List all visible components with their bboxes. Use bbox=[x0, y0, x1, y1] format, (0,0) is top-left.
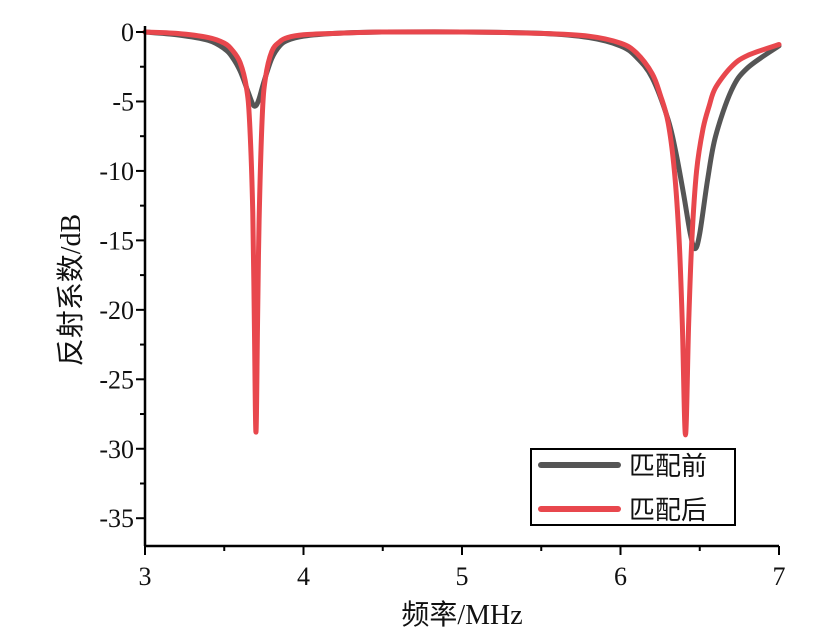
series-line-after bbox=[142, 29, 782, 438]
legend-box bbox=[530, 448, 736, 526]
y-tick-label: -25 bbox=[99, 365, 134, 394]
x-tick-label: 3 bbox=[139, 562, 152, 591]
y-axis-label: 反射系数/dB bbox=[55, 214, 87, 366]
y-tick-label: 0 bbox=[121, 18, 134, 47]
y-tick-label: -10 bbox=[99, 157, 134, 186]
y-tick-label: -20 bbox=[99, 296, 134, 325]
x-tick-label: 4 bbox=[297, 562, 310, 591]
y-tick-label: -15 bbox=[99, 226, 134, 255]
x-axis-label: 频率/MHz bbox=[401, 599, 522, 631]
axis-layer: 3 4 5 6 7 0 -5 -10 -15 -20 -25 -30 -35 bbox=[99, 18, 785, 591]
y-tick-label: -5 bbox=[112, 87, 134, 116]
plot-layer bbox=[142, 29, 782, 438]
y-tick-label: -35 bbox=[99, 504, 134, 533]
x-tick-label: 6 bbox=[614, 562, 627, 591]
legend-label-after: 匹配后 bbox=[629, 496, 707, 525]
legend: 匹配前 匹配后 bbox=[530, 448, 736, 526]
legend-label-before: 匹配前 bbox=[629, 452, 707, 481]
y-tick-label: -30 bbox=[99, 435, 134, 464]
x-tick-label: 5 bbox=[456, 562, 469, 591]
x-tick-label: 7 bbox=[773, 562, 786, 591]
